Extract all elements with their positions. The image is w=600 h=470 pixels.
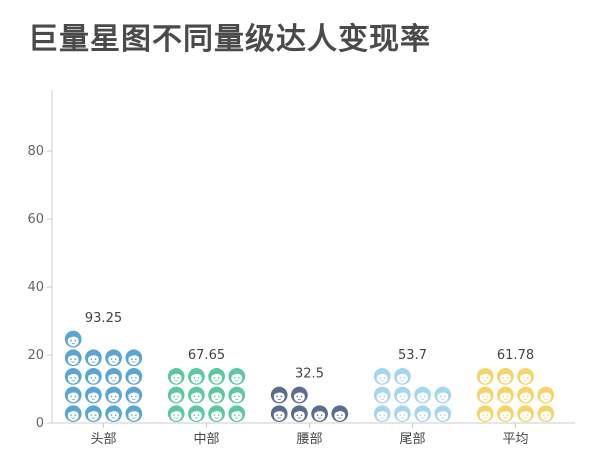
person-face-icon xyxy=(64,349,82,367)
person-face-icon xyxy=(228,404,246,423)
person-face-icon xyxy=(373,404,391,423)
person-face-icon xyxy=(270,404,288,423)
person-face-icon xyxy=(187,404,206,423)
person-face-icon xyxy=(516,386,535,404)
person-face-icon xyxy=(104,367,123,386)
x-category-label: 平均 xyxy=(502,432,528,447)
person-face-icon xyxy=(207,367,226,386)
person-face-icon xyxy=(516,404,535,423)
person-face-icon xyxy=(207,404,226,423)
person-face-icon xyxy=(373,386,391,404)
person-face-icon xyxy=(476,404,494,423)
person-face-icon xyxy=(64,404,82,423)
person-face-icon xyxy=(187,367,206,386)
person-face-icon xyxy=(496,367,515,386)
chart-title: 巨量星图不同量级达人变现率 xyxy=(28,22,431,57)
y-tick-label: 0 xyxy=(36,416,44,431)
bar xyxy=(270,386,349,423)
person-face-icon xyxy=(207,386,226,404)
person-face-icon xyxy=(270,386,288,404)
person-face-icon xyxy=(476,386,494,404)
person-face-icon xyxy=(496,386,515,404)
person-face-icon xyxy=(167,386,185,404)
person-face-icon xyxy=(496,404,515,423)
person-face-icon xyxy=(64,367,82,386)
bar xyxy=(167,367,246,423)
x-category-label: 腰部 xyxy=(296,432,322,447)
person-face-icon xyxy=(516,367,535,386)
y-axis-ticks: 0 20 40 60 80 xyxy=(27,144,52,431)
person-face-icon xyxy=(434,404,452,423)
person-face-icon xyxy=(413,386,432,404)
data-label: 93.25 xyxy=(85,311,122,326)
person-face-icon xyxy=(476,367,494,386)
person-face-icon xyxy=(125,367,143,386)
person-face-icon xyxy=(64,386,82,404)
x-category-label: 头部 xyxy=(90,432,116,447)
person-face-icon xyxy=(537,404,555,423)
person-face-icon xyxy=(104,404,123,423)
person-face-icon xyxy=(104,386,123,404)
data-label: 53.7 xyxy=(398,348,427,363)
person-face-icon xyxy=(228,367,246,386)
person-face-icon xyxy=(393,404,412,423)
person-face-icon xyxy=(84,349,103,367)
person-face-icon xyxy=(104,349,123,367)
person-face-icon xyxy=(537,386,555,404)
y-tick-label: 20 xyxy=(27,348,44,363)
person-face-icon xyxy=(125,349,143,367)
data-label: 32.5 xyxy=(295,367,324,382)
person-face-icon xyxy=(331,404,349,423)
person-face-icon xyxy=(373,367,391,386)
person-face-icon xyxy=(228,386,246,404)
person-face-icon xyxy=(413,404,432,423)
person-face-icon xyxy=(187,386,206,404)
person-face-icon xyxy=(167,367,185,386)
person-face-icon xyxy=(434,386,452,404)
bar xyxy=(64,330,143,423)
y-tick-label: 40 xyxy=(27,280,44,295)
person-face-icon xyxy=(167,404,185,423)
y-tick-label: 80 xyxy=(27,144,44,159)
person-face-icon xyxy=(64,330,82,348)
person-face-icon xyxy=(290,386,309,404)
y-tick-label: 60 xyxy=(27,212,44,227)
person-face-icon xyxy=(393,386,412,404)
person-face-icon xyxy=(84,404,103,423)
x-category-label: 尾部 xyxy=(399,432,425,447)
data-label: 67.65 xyxy=(188,348,225,363)
bar xyxy=(373,367,452,423)
person-face-icon xyxy=(290,404,309,423)
person-face-icon xyxy=(125,386,143,404)
person-face-icon xyxy=(84,386,103,404)
person-face-icon xyxy=(310,404,329,423)
bar xyxy=(476,367,555,423)
data-label: 61.78 xyxy=(497,348,534,363)
bars: 93.25 头部 67.65 中部 32.5 腰部 53.7 尾部 61.78 平均 xyxy=(64,311,555,447)
person-face-icon xyxy=(393,367,412,386)
x-category-label: 中部 xyxy=(193,432,219,447)
person-face-icon xyxy=(125,404,143,423)
person-face-icon xyxy=(84,367,103,386)
